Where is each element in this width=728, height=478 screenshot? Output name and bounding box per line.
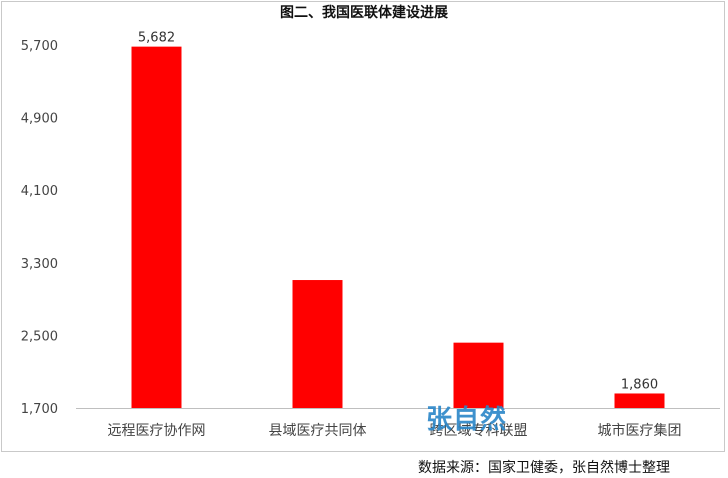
y-tick-label: 4,100	[21, 184, 58, 199]
y-tick-label: 1,700	[21, 402, 58, 417]
x-tick-label: 城市医疗集团	[598, 422, 682, 439]
chart-frame	[1, 1, 725, 452]
chart-title: 图二、我国医联体建设进展	[280, 5, 448, 21]
bar	[131, 46, 182, 409]
bar	[614, 393, 665, 408]
y-tick-label: 4,900	[21, 112, 58, 127]
source-note: 数据来源：国家卫健委，张自然博士整理	[418, 460, 670, 476]
data-label: 5,682	[138, 31, 175, 46]
bar	[292, 280, 343, 408]
data-label: 1,860	[621, 377, 658, 392]
x-tick-label: 跨区域专科联盟	[430, 423, 528, 439]
y-tick-label: 2,500	[21, 329, 58, 344]
x-tick-label: 远程医疗协作网	[108, 423, 206, 439]
watermark: 张自然	[426, 405, 508, 435]
x-tick-label: 县域医疗共同体	[269, 423, 367, 439]
y-tick-label: 5,700	[21, 39, 58, 54]
y-tick-label: 3,300	[21, 257, 58, 272]
bar	[453, 342, 504, 408]
